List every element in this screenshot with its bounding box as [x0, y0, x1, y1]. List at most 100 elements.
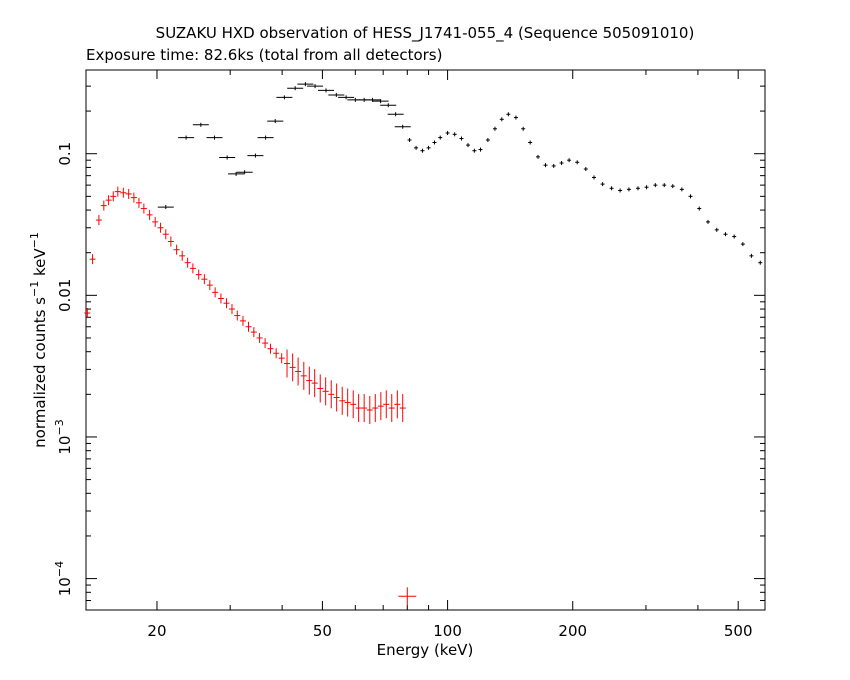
data-point	[201, 274, 208, 285]
y-axis-label-exp2: −1	[28, 232, 41, 248]
data-point	[339, 386, 346, 415]
data-point	[394, 124, 411, 129]
data-point	[157, 222, 164, 233]
x-axis: 20 50 100 200 500	[147, 70, 753, 640]
data-point	[162, 229, 169, 240]
data-point	[740, 242, 745, 247]
data-point	[653, 183, 658, 188]
data-point	[311, 369, 318, 398]
y-axis-label-exp1: −1	[28, 281, 41, 297]
data-point	[543, 163, 548, 168]
data-point	[499, 117, 504, 122]
data-point	[372, 394, 379, 423]
data-point	[219, 155, 236, 160]
data-point	[179, 250, 186, 261]
data-point	[300, 361, 307, 390]
x-tick-label: 100	[433, 622, 462, 640]
data-point	[618, 188, 623, 193]
data-point	[228, 171, 245, 176]
data-point	[245, 321, 252, 332]
data-point	[125, 188, 132, 199]
data-point	[152, 216, 159, 227]
data-point	[192, 122, 209, 127]
data-point	[472, 148, 477, 153]
data-point	[100, 200, 107, 211]
data-point	[206, 280, 213, 291]
data-point	[609, 186, 614, 191]
data-point	[130, 192, 137, 203]
data-point	[223, 298, 230, 309]
y-tick-label: 10−3	[53, 419, 74, 454]
data-point	[366, 396, 373, 425]
data-point	[284, 349, 291, 378]
data-point	[234, 310, 241, 321]
data-point	[592, 175, 597, 180]
data-point	[407, 137, 412, 142]
data-point	[758, 260, 763, 265]
data-point	[506, 112, 511, 117]
data-point	[217, 293, 224, 304]
data-point	[273, 348, 280, 359]
data-point	[372, 99, 389, 104]
y-axis-label-main: normalized counts s	[31, 297, 49, 448]
data-point	[236, 170, 253, 175]
data-point	[195, 269, 202, 280]
data-point	[289, 353, 296, 382]
data-point	[398, 587, 417, 606]
data-point	[600, 182, 605, 187]
data-point	[626, 187, 631, 192]
series-0	[84, 186, 417, 606]
data-point	[317, 374, 324, 403]
data-point	[452, 132, 457, 137]
data-point	[723, 232, 728, 237]
data-point	[420, 148, 425, 153]
data-point	[306, 366, 313, 395]
data-point	[644, 185, 649, 190]
data-point	[206, 135, 223, 140]
x-tick-label: 50	[313, 622, 332, 640]
data-point	[714, 227, 719, 232]
data-point	[120, 187, 127, 198]
data-point	[662, 183, 667, 188]
x-tick-label: 20	[147, 622, 166, 640]
data-point	[328, 92, 345, 97]
data-point	[262, 338, 269, 349]
data-point	[459, 136, 464, 141]
data-point	[485, 137, 490, 142]
data-point	[513, 115, 518, 120]
data-point	[167, 236, 174, 247]
data-point	[670, 184, 675, 189]
data-point	[114, 186, 121, 197]
data-point	[95, 215, 102, 226]
x-axis-label: Energy (keV)	[377, 641, 474, 659]
data-point	[355, 394, 362, 423]
data-point	[105, 195, 112, 206]
data-point	[528, 140, 533, 145]
data-point	[364, 97, 381, 102]
data-point	[361, 394, 368, 423]
data-point	[536, 154, 541, 159]
data-point	[267, 343, 274, 354]
data-point	[432, 140, 437, 145]
data-point	[551, 163, 556, 168]
data-point	[173, 244, 180, 255]
data-point	[521, 126, 526, 131]
data-point	[492, 126, 497, 131]
data-point	[267, 119, 284, 124]
data-point	[559, 160, 564, 165]
data-point	[318, 88, 335, 93]
data-point	[445, 131, 450, 136]
data-point	[732, 234, 737, 239]
x-tick-label: 500	[724, 622, 753, 640]
data-point	[247, 153, 264, 158]
data-point	[287, 86, 304, 91]
data-point	[297, 82, 314, 87]
data-point	[697, 206, 702, 211]
data-point	[276, 95, 293, 100]
data-point	[328, 380, 335, 409]
data-point	[140, 203, 147, 214]
data-point	[322, 377, 329, 406]
data-point	[438, 135, 443, 140]
data-point	[394, 390, 401, 419]
